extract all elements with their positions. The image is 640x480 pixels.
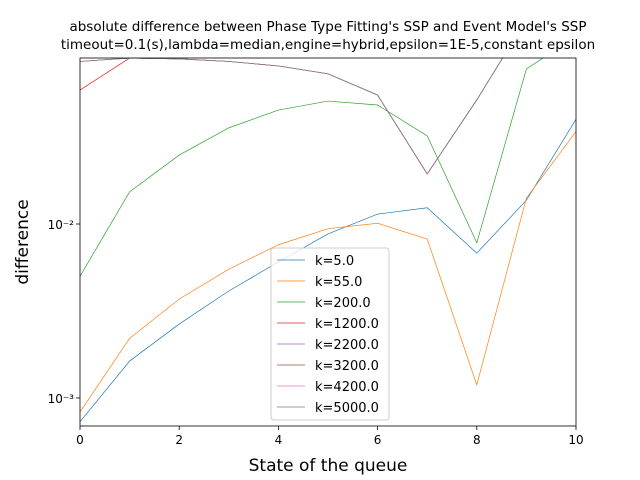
x-tick-label: 2	[175, 433, 183, 447]
x-tick-label: 4	[275, 433, 283, 447]
x-tick-label: 6	[374, 433, 382, 447]
plot-frame	[79, 57, 577, 427]
series-line	[80, 58, 544, 277]
chart-subtitle: timeout=0.1(s),lambda=median,engine=hybr…	[61, 37, 595, 53]
legend-label: k=5000.0	[315, 401, 379, 416]
x-tick-label: 8	[473, 433, 481, 447]
legend-label: k=5.0	[315, 254, 354, 269]
legend-label: k=1200.0	[315, 317, 379, 332]
series-line	[80, 119, 576, 422]
series-line	[80, 58, 504, 175]
y-tick-label: 10⁻³	[48, 392, 75, 406]
x-axis-label: State of the queue	[249, 456, 408, 476]
y-tick-label: 10⁻²	[48, 218, 75, 232]
legend-label: k=200.0	[315, 296, 371, 311]
legend-label: k=3200.0	[315, 359, 379, 374]
series-line	[80, 131, 576, 413]
plot-lines	[80, 58, 576, 422]
x-tick-label: 0	[76, 433, 84, 447]
legend-label: k=4200.0	[315, 380, 379, 395]
chart-title: absolute difference between Phase Type F…	[69, 19, 586, 35]
y-axis-label: difference	[13, 199, 33, 284]
x-tick-label: 10	[568, 433, 583, 447]
legend-label: k=55.0	[315, 275, 362, 290]
legend-box	[270, 247, 390, 421]
legend-label: k=2200.0	[315, 338, 379, 353]
